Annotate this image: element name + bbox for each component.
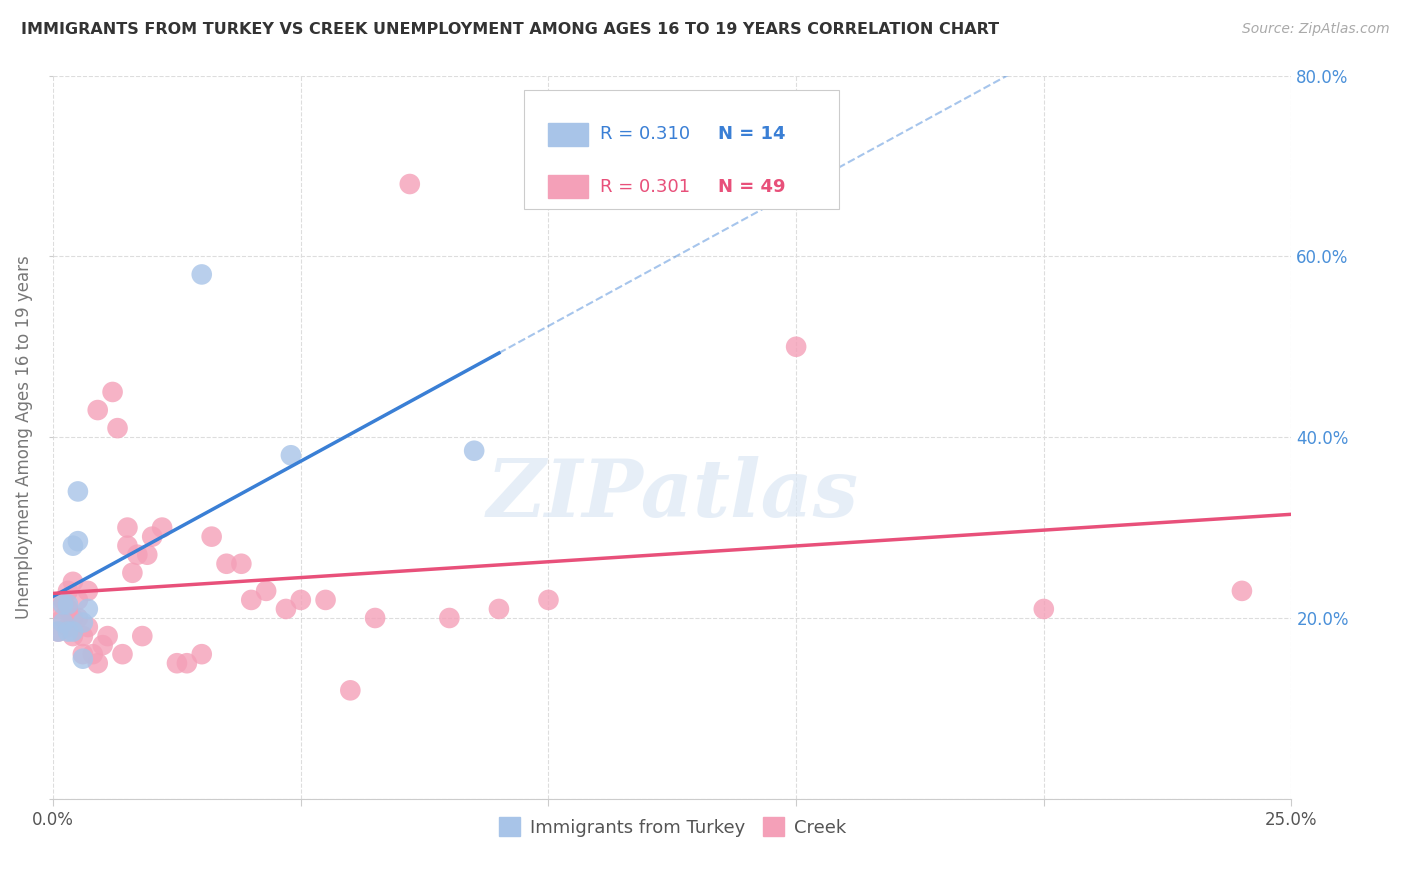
- Point: [537, 593, 560, 607]
- Point: [1032, 602, 1054, 616]
- Point: [117, 520, 139, 534]
- Point: [56, 598, 79, 612]
- Point: [127, 548, 149, 562]
- Point: [215, 557, 238, 571]
- Point: [62, 539, 84, 553]
- Point: [141, 530, 163, 544]
- Point: [190, 647, 212, 661]
- Point: [76, 583, 98, 598]
- Point: [785, 340, 807, 354]
- Bar: [548, 176, 588, 199]
- Point: [52, 593, 75, 607]
- Point: [72, 615, 94, 630]
- Point: [439, 611, 461, 625]
- Point: [290, 593, 312, 607]
- Point: [46, 624, 69, 639]
- Point: [131, 629, 153, 643]
- Text: R = 0.310: R = 0.310: [600, 125, 690, 143]
- Point: [274, 602, 297, 616]
- Text: IMMIGRANTS FROM TURKEY VS CREEK UNEMPLOYMENT AMONG AGES 16 TO 19 YEARS CORRELATI: IMMIGRANTS FROM TURKEY VS CREEK UNEMPLOY…: [21, 22, 1000, 37]
- Point: [72, 651, 94, 665]
- Point: [62, 629, 84, 643]
- Point: [76, 602, 98, 616]
- Point: [254, 583, 277, 598]
- Point: [280, 448, 302, 462]
- Point: [398, 177, 420, 191]
- Point: [121, 566, 143, 580]
- Point: [87, 657, 110, 671]
- Point: [66, 611, 89, 625]
- Point: [101, 384, 124, 399]
- Point: [56, 624, 79, 639]
- Point: [82, 647, 104, 661]
- Text: N = 49: N = 49: [718, 178, 786, 196]
- Point: [463, 443, 485, 458]
- Point: [166, 657, 188, 671]
- Point: [76, 620, 98, 634]
- Text: R = 0.301: R = 0.301: [600, 178, 690, 196]
- Point: [488, 602, 510, 616]
- Point: [315, 593, 337, 607]
- Point: [56, 620, 79, 634]
- Point: [339, 683, 361, 698]
- Point: [46, 624, 69, 639]
- Point: [91, 638, 114, 652]
- Legend: Immigrants from Turkey, Creek: Immigrants from Turkey, Creek: [492, 810, 853, 844]
- Point: [56, 602, 79, 616]
- Y-axis label: Unemployment Among Ages 16 to 19 years: Unemployment Among Ages 16 to 19 years: [15, 255, 32, 619]
- Point: [62, 624, 84, 639]
- Point: [150, 520, 173, 534]
- Point: [1230, 583, 1253, 598]
- Point: [201, 530, 224, 544]
- Point: [97, 629, 120, 643]
- Text: ZIPatlas: ZIPatlas: [486, 457, 858, 533]
- Point: [52, 598, 75, 612]
- Point: [72, 629, 94, 643]
- Point: [62, 574, 84, 589]
- Point: [136, 548, 159, 562]
- Text: Source: ZipAtlas.com: Source: ZipAtlas.com: [1241, 22, 1389, 37]
- Point: [190, 268, 212, 282]
- Point: [176, 657, 198, 671]
- Point: [240, 593, 263, 607]
- Point: [62, 611, 84, 625]
- Point: [46, 602, 69, 616]
- Point: [231, 557, 253, 571]
- Point: [72, 647, 94, 661]
- Point: [364, 611, 387, 625]
- Point: [66, 593, 89, 607]
- Point: [111, 647, 134, 661]
- Point: [56, 583, 79, 598]
- Bar: [548, 122, 588, 145]
- Point: [52, 611, 75, 625]
- Point: [117, 539, 139, 553]
- Point: [66, 484, 89, 499]
- Point: [66, 534, 89, 549]
- Point: [107, 421, 129, 435]
- Text: N = 14: N = 14: [718, 125, 786, 143]
- Point: [87, 403, 110, 417]
- Point: [52, 615, 75, 630]
- FancyBboxPatch shape: [523, 90, 839, 210]
